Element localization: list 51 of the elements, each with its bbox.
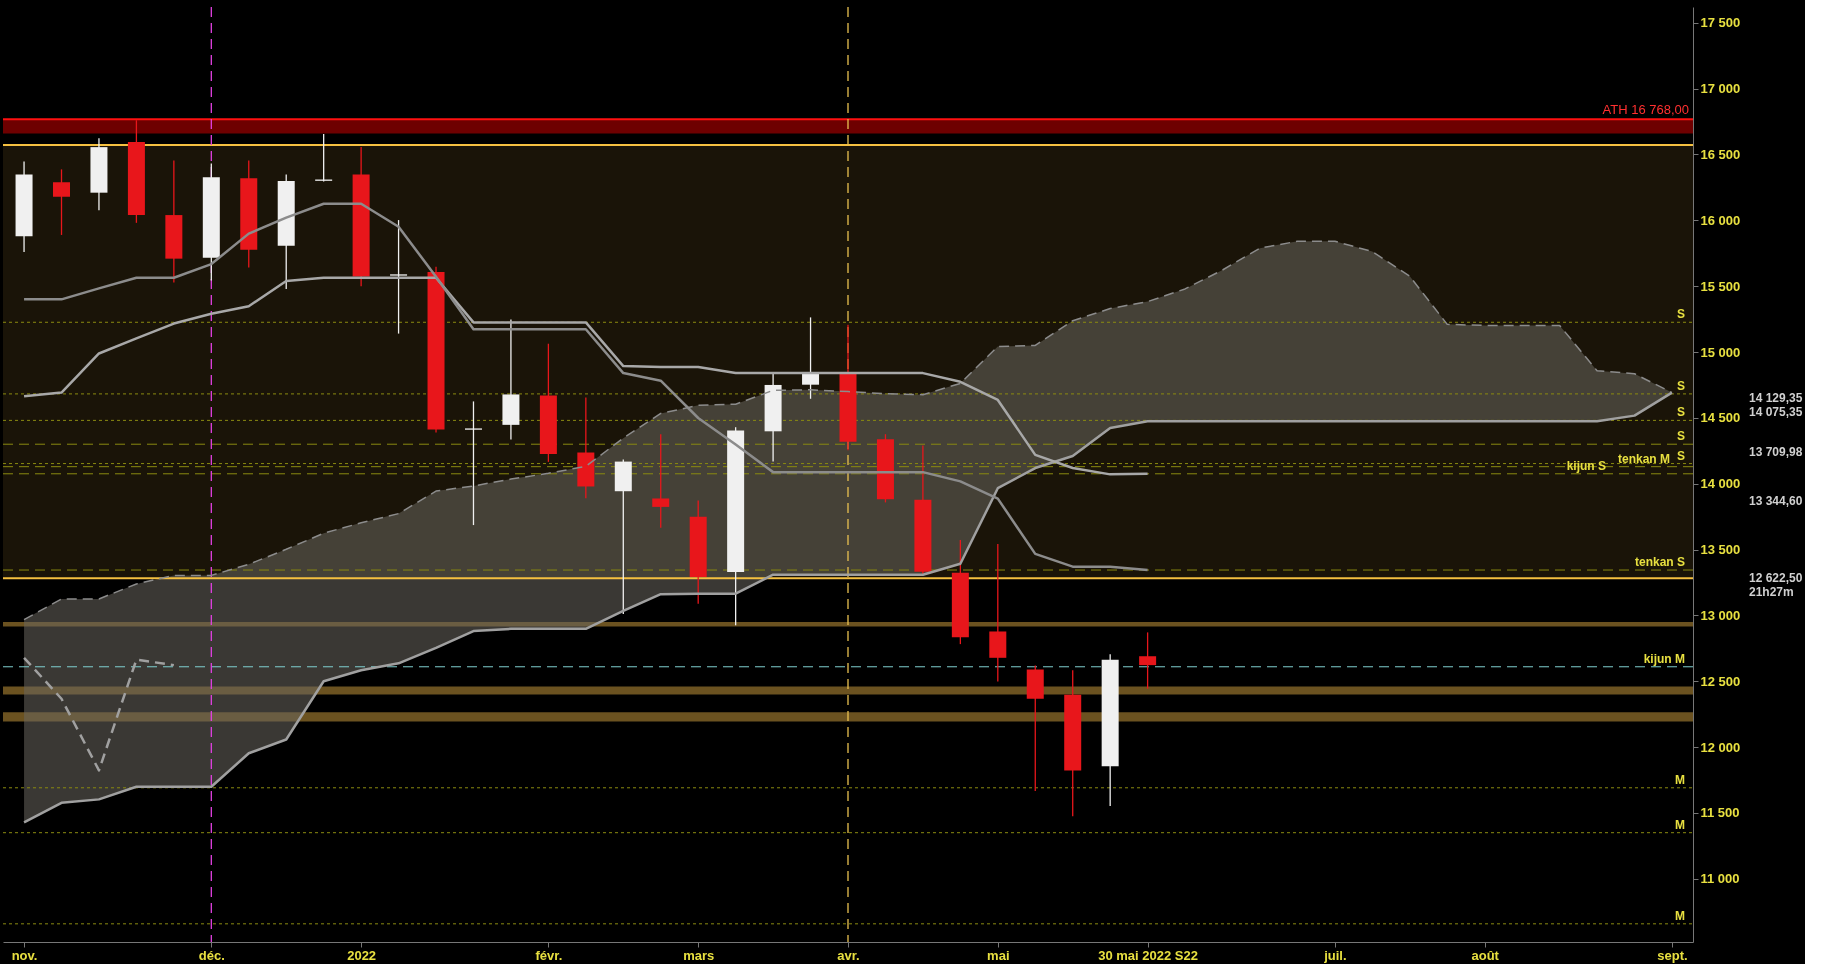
y-tick-label: 15 500: [1700, 278, 1741, 294]
candlestick: [652, 433, 670, 529]
y-tick-label: 13 500: [1700, 542, 1741, 558]
x-tick-label: avr.: [837, 947, 860, 963]
y-tick-label: 17 500: [1700, 15, 1741, 31]
candlestick: [464, 400, 482, 526]
y-tick-label: 11 500: [1700, 805, 1740, 821]
y-tick-label: 14 500: [1700, 410, 1741, 426]
y-tick-label: 12 000: [1700, 739, 1741, 755]
y-tick-label: 15 000: [1700, 344, 1741, 360]
band-label: ATH 16 768,00: [1602, 102, 1689, 118]
x-tick-label: mai: [987, 947, 1010, 963]
y-tick-label: 12 500: [1700, 673, 1741, 689]
ref-line-label: kijun M: [1643, 651, 1685, 666]
y-tick-label: 17 000: [1700, 81, 1741, 97]
ref-line-label: S: [1676, 429, 1685, 444]
ref-line-label: kijun S: [1566, 458, 1606, 473]
x-tick-label: juil.: [1323, 947, 1347, 963]
y-tick-label: 11 000: [1700, 871, 1740, 887]
x-tick-label: 2022: [347, 947, 377, 963]
text: 14 129,35: [1749, 390, 1803, 405]
ref-line-label: tenkan M: [1617, 451, 1670, 466]
ref-line-label: M: [1675, 908, 1685, 923]
x-tick-label: août: [1471, 947, 1500, 963]
text: 21h27m: [1749, 585, 1794, 600]
text: 13 344,60: [1749, 493, 1803, 508]
ref-line-label: tenkan S: [1634, 555, 1685, 570]
candlestick: [802, 316, 820, 400]
text: 12 622,50: [1749, 571, 1803, 586]
x-tick-label: sept.: [1657, 947, 1688, 963]
y-tick-label: 14 000: [1700, 476, 1741, 492]
x-tick-label: déc.: [198, 947, 225, 963]
ref-line-label: S: [1676, 448, 1685, 463]
text: 13 709,98: [1749, 445, 1803, 460]
x-tick-label: mars: [683, 947, 715, 963]
candlestick: [390, 219, 408, 335]
line-series: [22, 656, 176, 772]
ref-line-label: S: [1676, 378, 1685, 393]
x-tick-label: févr.: [535, 947, 563, 963]
candlestick: [53, 168, 70, 236]
ref-line-label: M: [1675, 817, 1685, 832]
y-tick-label: 13 000: [1700, 607, 1741, 623]
ref-line-label: S: [1676, 405, 1685, 420]
candlestick: [1139, 631, 1157, 690]
y-tick-label: 16 000: [1700, 212, 1741, 228]
ref-line-label: M: [1675, 772, 1685, 787]
y-tick-label: 16 500: [1700, 146, 1741, 162]
ref-line-label: S: [1676, 307, 1685, 322]
x-tick-label: 30 mai 2022 S22: [1098, 947, 1198, 963]
text: 14 075,35: [1749, 404, 1803, 419]
x-tick-label: nov.: [11, 947, 38, 963]
